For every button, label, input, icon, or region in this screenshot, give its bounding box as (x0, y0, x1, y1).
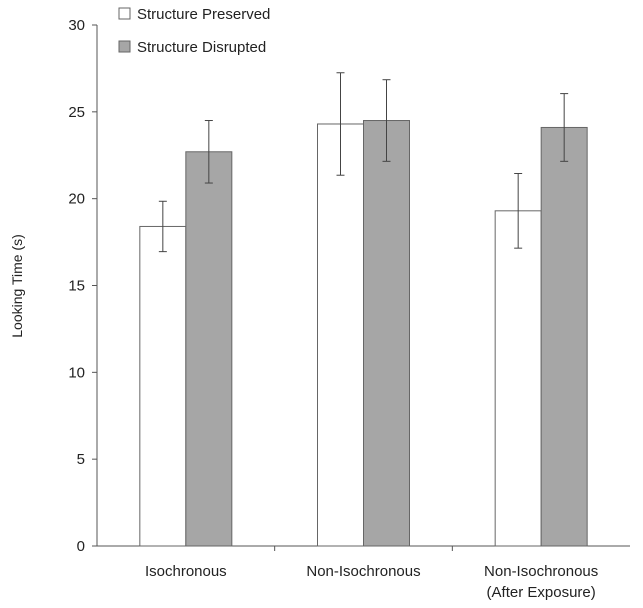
x-tick-label: Non-Isochronous (484, 563, 598, 580)
y-axis-title: Looking Time (s) (9, 234, 25, 337)
bar (494, 210, 542, 547)
bar (540, 126, 588, 547)
error-bars (158, 72, 569, 253)
bar (363, 120, 410, 547)
legend-swatch (118, 7, 131, 20)
bar (185, 151, 233, 547)
y-tick-label: 15 (68, 278, 85, 295)
y-tick-label: 0 (77, 538, 85, 555)
axes: 0 5 10 15 20 25 30 Isochronous Non-Isochronous No… (68, 17, 630, 601)
bar (139, 225, 187, 547)
x-tick-label: Isochronous (145, 563, 227, 580)
bars (139, 120, 588, 547)
y-tick-label: 30 (68, 17, 85, 34)
legend-label: Structure Preserved (137, 6, 270, 23)
y-tick-label: 20 (68, 191, 85, 208)
y-tick-label: 5 (77, 451, 85, 468)
legend-swatch (118, 40, 131, 53)
legend: Structure Preserved Structure Disrupted (118, 6, 270, 56)
x-tick-label: (After Exposure) (487, 584, 596, 601)
legend-label: Structure Disrupted (137, 39, 266, 56)
x-tick-label: Non-Isochronous (306, 563, 420, 580)
y-tick-label: 10 (68, 364, 85, 381)
y-tick-label: 25 (68, 104, 85, 121)
bar (317, 123, 364, 547)
